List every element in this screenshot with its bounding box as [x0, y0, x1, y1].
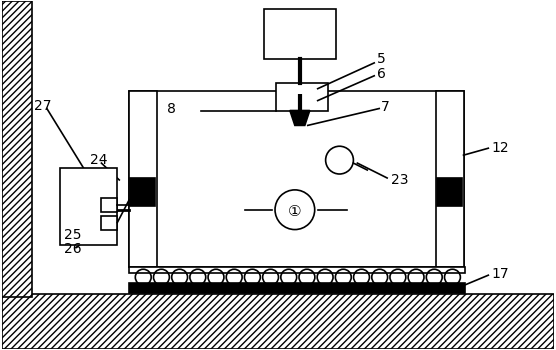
Bar — [2, 294, 554, 349]
Polygon shape — [290, 111, 310, 125]
Text: 27: 27 — [34, 99, 52, 113]
Bar — [130, 178, 155, 206]
Text: 12: 12 — [492, 141, 509, 155]
Bar — [2, 1, 32, 297]
Bar — [264, 9, 335, 59]
Bar — [101, 198, 117, 212]
Text: 5: 5 — [377, 52, 386, 66]
Bar — [129, 267, 464, 273]
Bar — [436, 178, 461, 206]
Text: 8: 8 — [167, 102, 176, 116]
Text: 17: 17 — [492, 267, 509, 281]
Text: 7: 7 — [381, 99, 390, 113]
Bar — [129, 91, 464, 267]
Bar — [129, 91, 157, 267]
Text: 26: 26 — [64, 243, 81, 257]
Text: 6: 6 — [377, 67, 386, 81]
Bar — [32, 1, 554, 297]
Text: 23: 23 — [391, 173, 409, 187]
Text: 25: 25 — [64, 228, 81, 241]
Text: ①: ① — [288, 204, 302, 219]
Bar — [276, 83, 327, 111]
Bar — [129, 283, 464, 293]
Bar — [59, 168, 117, 245]
Bar — [101, 216, 117, 230]
Bar — [436, 91, 464, 267]
Text: 24: 24 — [90, 153, 107, 167]
